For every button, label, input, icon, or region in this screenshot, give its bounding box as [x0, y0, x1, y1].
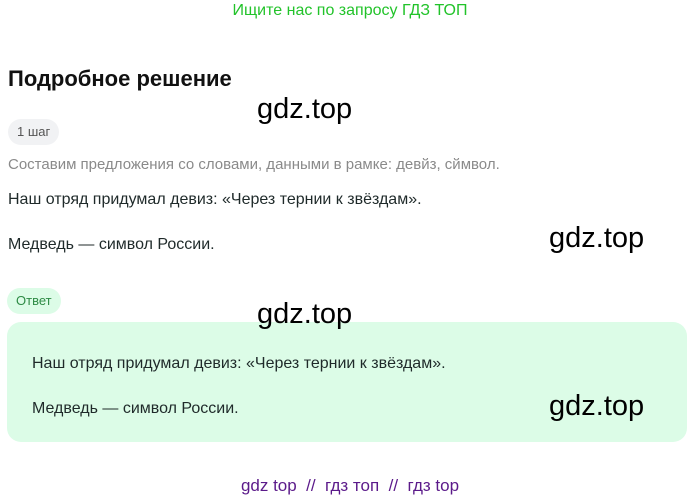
search-banner: Ищите нас по запросу ГДЗ ТОП [232, 2, 468, 19]
watermark: gdz.top [257, 93, 353, 125]
answer-line: Наш отряд придумал девиз: «Через тернии … [32, 355, 446, 372]
solution-line: Наш отряд придумал девиз: «Через тернии … [8, 191, 422, 208]
solution-line: Медведь — символ России. [8, 236, 215, 253]
answer-box [7, 322, 687, 442]
footer-links: gdz top // гдз топ // гдз top [240, 476, 460, 495]
step-badge: 1 шаг [8, 119, 60, 145]
watermark: gdz.top [549, 390, 645, 422]
page-title: Подробное решение [8, 66, 232, 91]
watermark: gdz.top [257, 298, 353, 330]
task-hint: Составим предложения со словами, данными… [8, 156, 500, 173]
answer-line: Медведь — символ России. [32, 400, 239, 417]
watermark: gdz.top [549, 222, 645, 254]
answer-badge: Ответ [7, 288, 61, 314]
